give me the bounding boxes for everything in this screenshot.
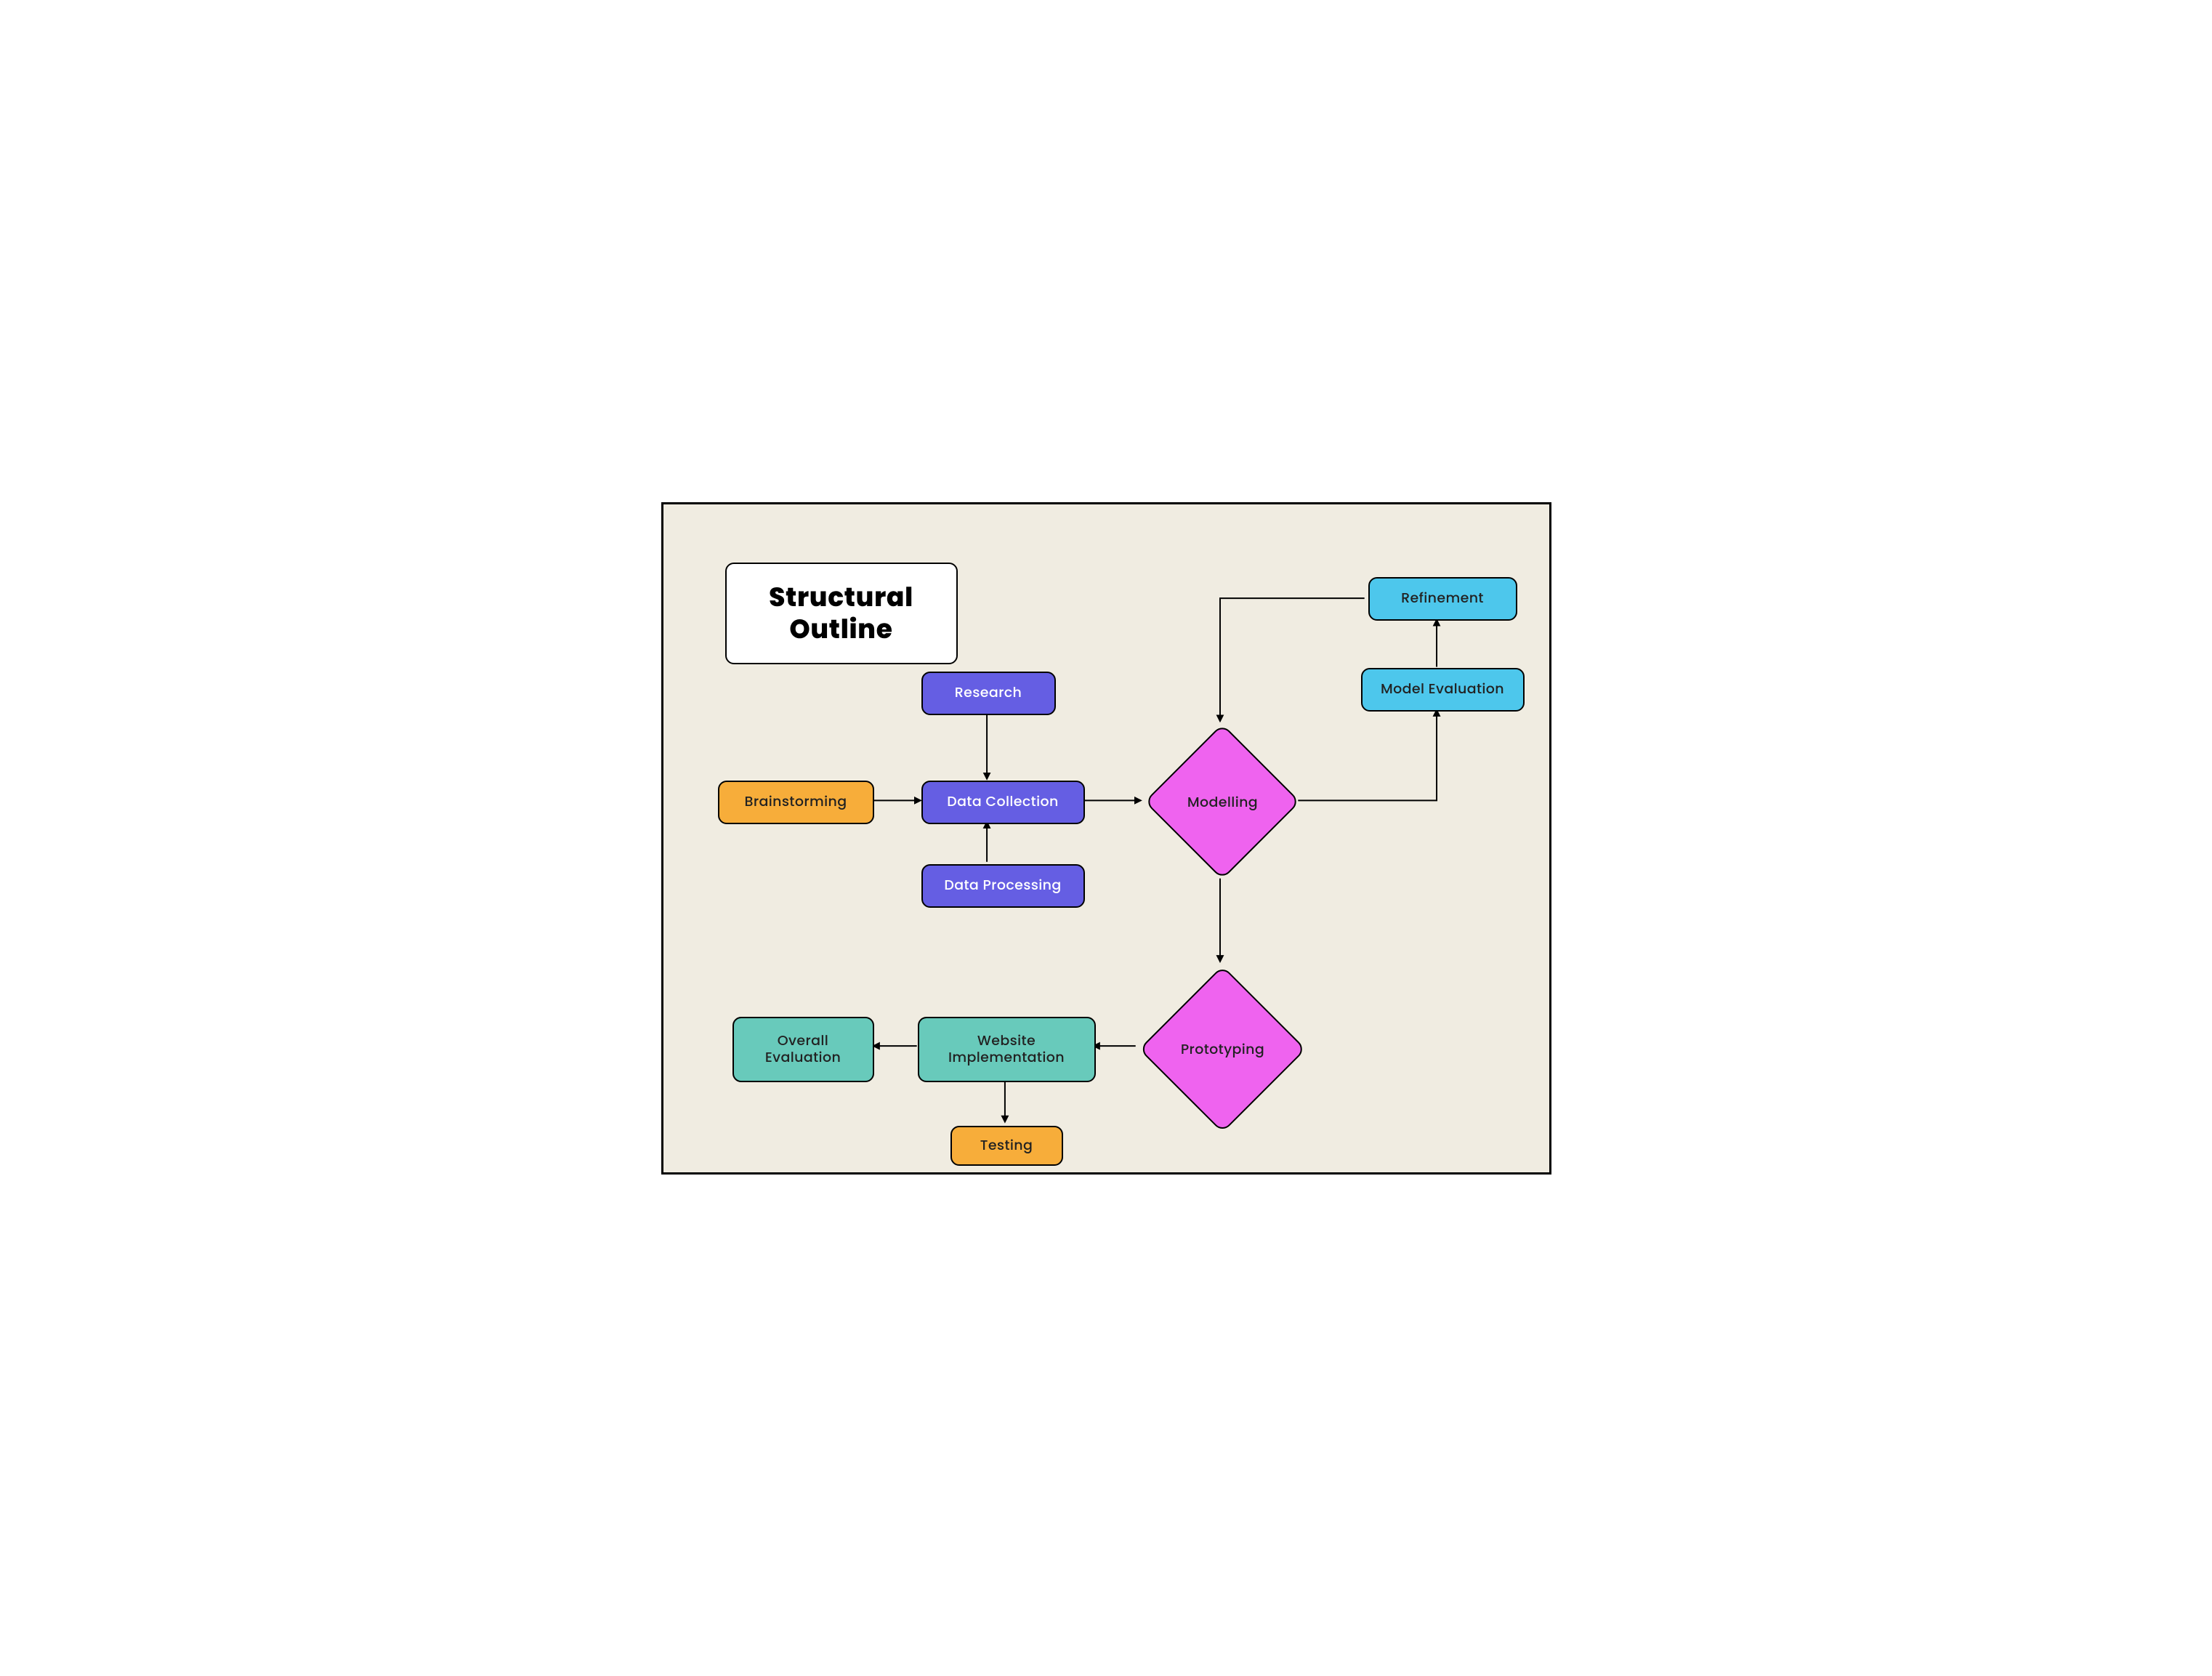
node-label: Website Implementation bbox=[948, 1033, 1065, 1066]
node-data_processing: Data Processing bbox=[921, 864, 1085, 908]
diamond-label-text: Prototyping bbox=[1181, 1039, 1264, 1060]
node-label: Data Collection bbox=[947, 794, 1058, 810]
title-box: Structural Outline bbox=[725, 563, 958, 664]
node-testing: Testing bbox=[950, 1126, 1063, 1166]
diamond-label: Prototyping bbox=[1139, 966, 1307, 1133]
diamond-modelling: Modelling bbox=[1145, 724, 1301, 880]
node-label: Data Processing bbox=[944, 877, 1061, 894]
node-overall_eval: Overall Evaluation bbox=[732, 1017, 874, 1082]
edge-modelling-to-modeleval bbox=[1298, 710, 1437, 800]
diamond-prototyping: Prototyping bbox=[1139, 966, 1307, 1133]
diamond-label: Modelling bbox=[1145, 724, 1301, 880]
diamond-label-text: Modelling bbox=[1187, 791, 1258, 813]
node-model_eval: Model Evaluation bbox=[1361, 668, 1525, 712]
flowchart-canvas: Structural Outline Brainstorming Research D… bbox=[661, 502, 1551, 1175]
node-data_collection: Data Collection bbox=[921, 781, 1085, 824]
node-brainstorming: Brainstorming bbox=[718, 781, 874, 824]
title-text: Structural Outline bbox=[769, 581, 913, 644]
node-label: Model Evaluation bbox=[1381, 681, 1504, 698]
node-label: Research bbox=[955, 685, 1022, 701]
node-website_impl: Website Implementation bbox=[918, 1017, 1096, 1082]
node-label: Overall Evaluation bbox=[765, 1033, 841, 1066]
node-label: Brainstorming bbox=[744, 794, 847, 810]
edge-refinement-to-modelling bbox=[1219, 598, 1364, 721]
node-label: Testing bbox=[980, 1137, 1033, 1154]
node-refinement: Refinement bbox=[1368, 577, 1517, 621]
node-label: Refinement bbox=[1401, 590, 1484, 607]
node-research: Research bbox=[921, 672, 1056, 715]
